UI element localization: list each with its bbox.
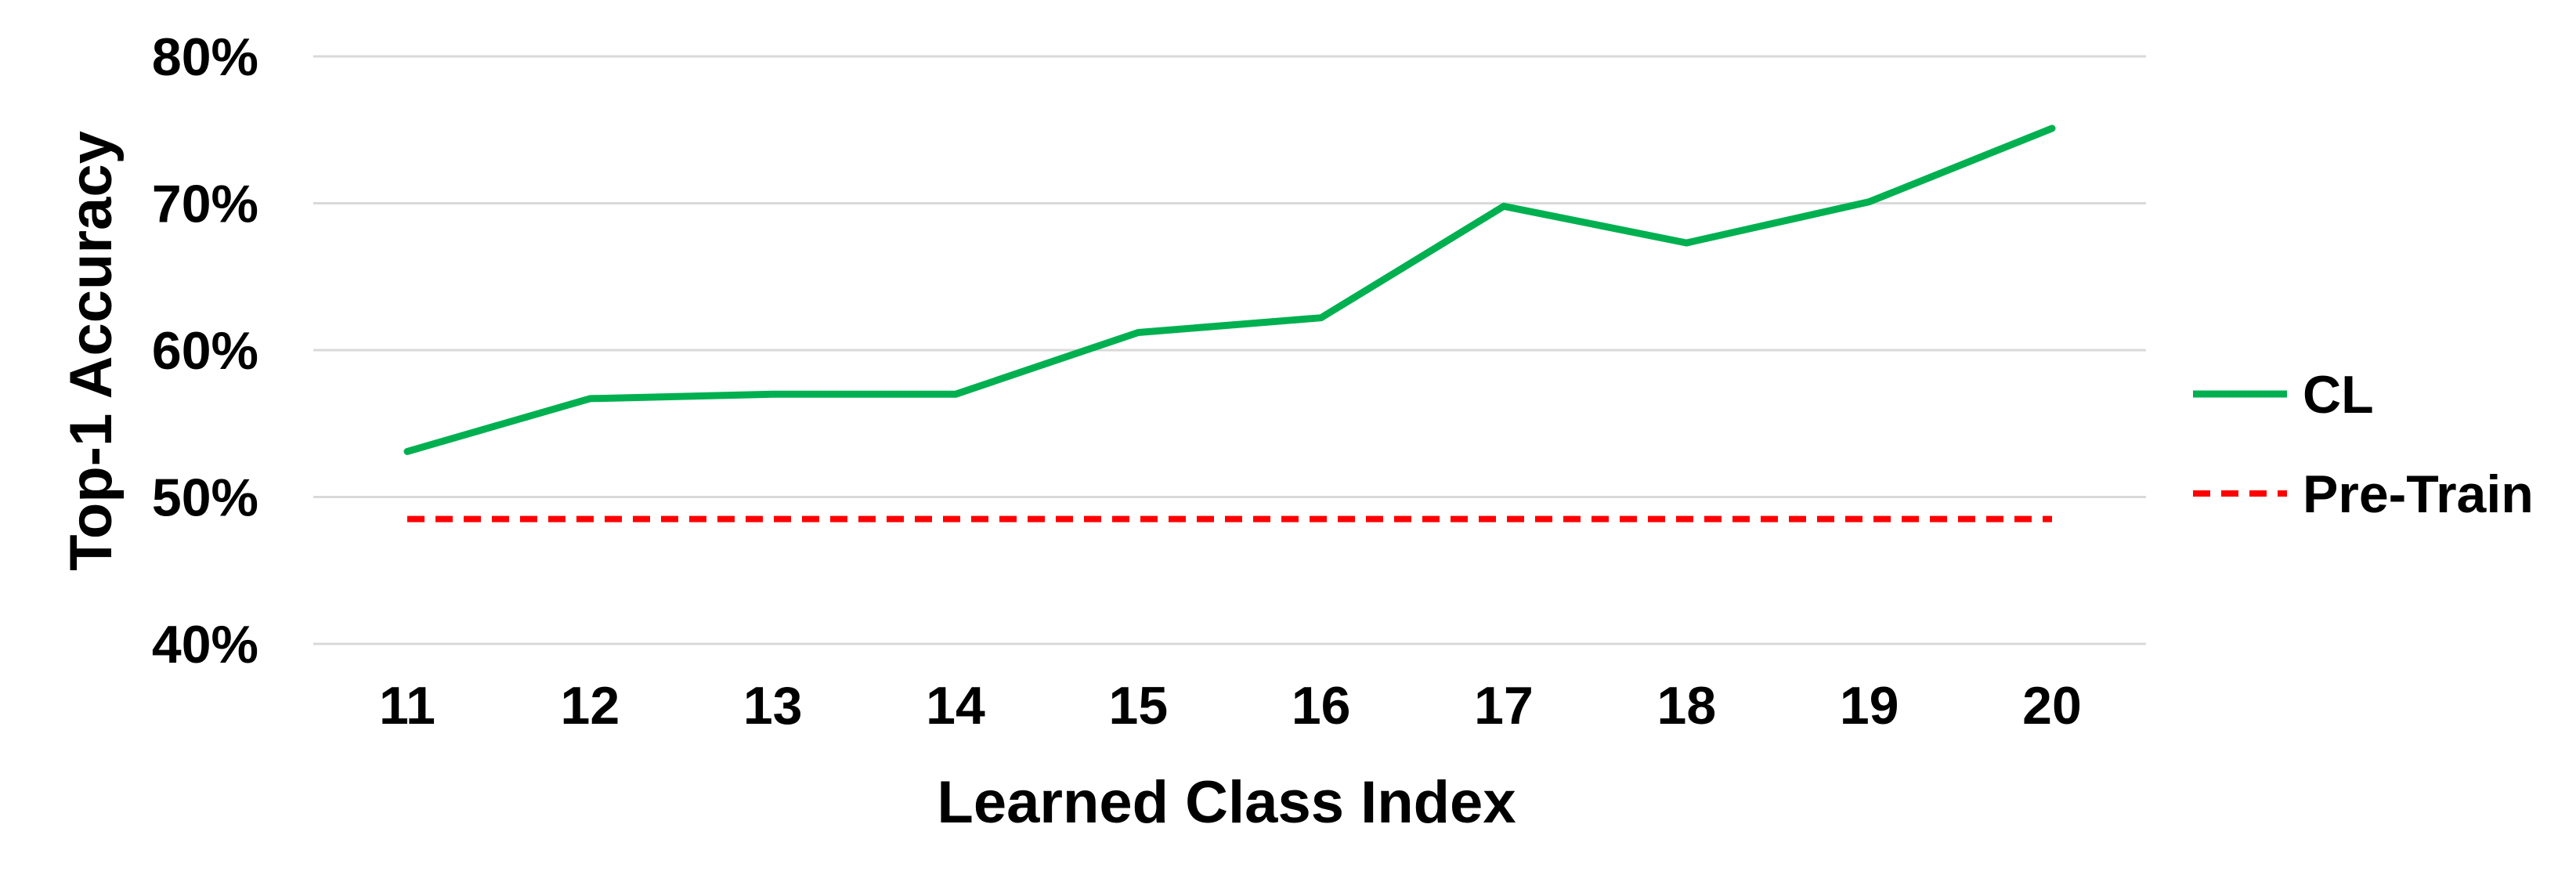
plot-series <box>403 125 2056 522</box>
y-tick-label: 40% <box>152 615 258 674</box>
y-axis-title: Top-1 Accuracy <box>58 131 125 571</box>
x-tick-label: 15 <box>1109 676 1169 736</box>
y-tick-label: 80% <box>152 27 258 87</box>
y-tick-label: 60% <box>152 321 258 381</box>
y-tick-label: 70% <box>152 175 258 234</box>
x-tick-label: 14 <box>926 676 985 736</box>
x-tick-label: 16 <box>1292 676 1351 736</box>
x-tick-label: 20 <box>2022 676 2082 736</box>
x-tick-label: 19 <box>1840 676 1899 736</box>
x-tick-label: 18 <box>1657 676 1717 736</box>
legend-label-pre-train: Pre-Train <box>2303 464 2534 524</box>
x-tick-label: 13 <box>743 676 803 736</box>
legend: CL Pre-Train <box>2193 365 2534 524</box>
legend-label-cl: CL <box>2303 365 2374 425</box>
y-tick-label: 50% <box>152 468 258 528</box>
x-axis-title: Learned Class Index <box>937 769 1516 836</box>
gridlines <box>313 55 2146 645</box>
x-tick-label: 17 <box>1474 676 1534 736</box>
x-tick-label: 12 <box>561 676 620 736</box>
y-axis-tick-labels: 40% 50% 60% 70% 80% <box>152 27 258 674</box>
x-axis-tick-labels: 11 12 13 14 15 16 17 18 19 20 <box>379 676 2082 736</box>
series-line-cl <box>403 125 2056 455</box>
x-tick-label: 11 <box>379 676 435 736</box>
